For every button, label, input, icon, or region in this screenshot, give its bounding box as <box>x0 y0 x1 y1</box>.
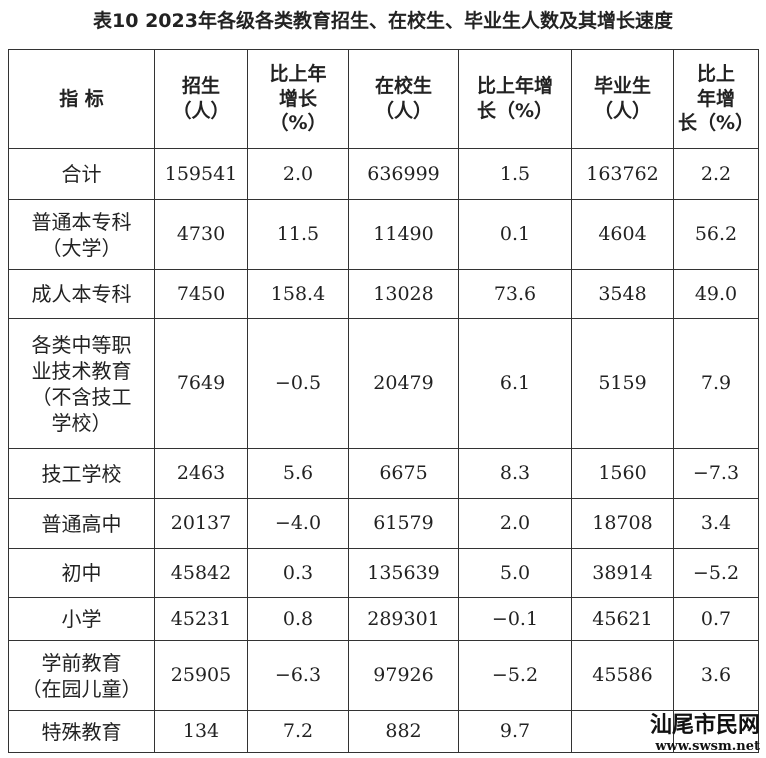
table-cell <box>673 710 759 753</box>
table-cell: −0.5 <box>247 318 349 449</box>
table-cell: 45231 <box>154 597 248 641</box>
table-cell: 20479 <box>348 318 459 449</box>
table-row: 普通高中 20137 −4.0 61579 2.0 18708 3.4 <box>8 498 759 549</box>
table-cell: 38914 <box>571 548 674 598</box>
table-cell: −4.0 <box>247 498 349 549</box>
table-cell: 11490 <box>348 199 459 270</box>
table-cell: 3548 <box>571 269 674 319</box>
watermark-name: 汕尾市民网 <box>649 712 760 738</box>
table-cell: 5159 <box>571 318 674 449</box>
header-cell: 在校生 （人） <box>348 49 459 149</box>
table-cell: −7.3 <box>673 448 759 499</box>
table-row: 特殊教育 134 7.2 882 9.7 <box>8 710 759 753</box>
header-cell: 比上年增 长（%） <box>458 49 572 149</box>
table-cell: −5.2 <box>458 640 572 711</box>
table-cell: 7649 <box>154 318 248 449</box>
row-label: 合计 <box>8 148 155 200</box>
table-cell: 3.6 <box>673 640 759 711</box>
watermark-url: www.swsm.net <box>655 739 760 754</box>
table-row: 技工学校 2463 5.6 6675 8.3 1560 −7.3 <box>8 448 759 499</box>
table-cell: −0.1 <box>458 597 572 641</box>
table-cell: 56.2 <box>673 199 759 270</box>
table-cell: 49.0 <box>673 269 759 319</box>
table-cell: 2.2 <box>673 148 759 200</box>
table-cell: 135639 <box>348 548 459 598</box>
table-cell: 163762 <box>571 148 674 200</box>
header-cell: 毕业生 （人） <box>571 49 674 149</box>
table-cell: 4604 <box>571 199 674 270</box>
table-cell: 25905 <box>154 640 248 711</box>
table-title: 表10 2023年各级各类教育招生、在校生、毕业生人数及其增长速度 <box>93 10 673 32</box>
table-row: 普通本专科 （大学） 4730 11.5 11490 0.1 4604 56.2 <box>8 199 759 270</box>
row-label: 学前教育 （在园儿童） <box>8 640 155 711</box>
table-row: 各类中等职 业技术教育 （不含技工 学校） 7649 −0.5 20479 6.1 515… <box>8 318 759 449</box>
table-cell: 1560 <box>571 448 674 499</box>
table-cell: 73.6 <box>458 269 572 319</box>
header-cell: 指 标 <box>8 49 155 149</box>
table-cell: 45842 <box>154 548 248 598</box>
row-label: 各类中等职 业技术教育 （不含技工 学校） <box>8 318 155 449</box>
table-row: 成人本专科 7450 158.4 13028 73.6 3548 49.0 <box>8 269 759 319</box>
table-cell: 45621 <box>571 597 674 641</box>
table-cell: 9.7 <box>458 710 572 753</box>
table-cell: 8.3 <box>458 448 572 499</box>
table-cell: 0.7 <box>673 597 759 641</box>
table-cell: 97926 <box>348 640 459 711</box>
table-cell: 13028 <box>348 269 459 319</box>
table-cell: 45586 <box>571 640 674 711</box>
table-cell: −6.3 <box>247 640 349 711</box>
table-cell: 134 <box>154 710 248 753</box>
table-cell: 882 <box>348 710 459 753</box>
table-cell: 18708 <box>571 498 674 549</box>
table-cell <box>571 710 674 753</box>
table-cell: 2.0 <box>458 498 572 549</box>
table-cell: 5.6 <box>247 448 349 499</box>
watermark: 汕尾市民网 www.swsm.net <box>650 707 760 754</box>
table-cell: 1.5 <box>458 148 572 200</box>
table-row: 合计 159541 2.0 636999 1.5 163762 2.2 <box>8 148 759 200</box>
header-cell: 比上年 增长 （%） <box>247 49 349 149</box>
row-label: 成人本专科 <box>8 269 155 319</box>
row-label: 初中 <box>8 548 155 598</box>
table-cell: 3.4 <box>673 498 759 549</box>
row-label: 普通本专科 （大学） <box>8 199 155 270</box>
table-cell: 6675 <box>348 448 459 499</box>
header-cell: 比上 年增 长（%） <box>673 49 759 149</box>
table-cell: 20137 <box>154 498 248 549</box>
table-row: 初中 45842 0.3 135639 5.0 38914 −5.2 <box>8 548 759 598</box>
table-cell: 0.3 <box>247 548 349 598</box>
table-row: 学前教育 （在园儿童） 25905 −6.3 97926 −5.2 45586 3.6 <box>8 640 759 711</box>
row-label: 小学 <box>8 597 155 641</box>
row-label: 特殊教育 <box>8 710 155 753</box>
table-cell: 159541 <box>154 148 248 200</box>
table-cell: 636999 <box>348 148 459 200</box>
table-cell: 7450 <box>154 269 248 319</box>
header-row: 指 标招生 （人） 比上年 增长 （%） 在校生 （人） 比上年增 长（%） 毕业生 （… <box>8 49 759 149</box>
row-label: 普通高中 <box>8 498 155 549</box>
header-cell: 招生 （人） <box>154 49 248 149</box>
table-cell: 2463 <box>154 448 248 499</box>
table-cell: 289301 <box>348 597 459 641</box>
table-cell: 6.1 <box>458 318 572 449</box>
table-cell: 7.9 <box>673 318 759 449</box>
table-cell: 4730 <box>154 199 248 270</box>
data-table: 指 标招生 （人） 比上年 增长 （%） 在校生 （人） 比上年增 长（%） 毕业生 （… <box>8 49 759 753</box>
table-cell: 0.8 <box>247 597 349 641</box>
table-cell: 11.5 <box>247 199 349 270</box>
table-cell: −5.2 <box>673 548 759 598</box>
table-cell: 7.2 <box>247 710 349 753</box>
table-cell: 61579 <box>348 498 459 549</box>
table-cell: 158.4 <box>247 269 349 319</box>
table-row: 小学 45231 0.8 289301 −0.1 45621 0.7 <box>8 597 759 641</box>
row-label: 技工学校 <box>8 448 155 499</box>
table-cell: 2.0 <box>247 148 349 200</box>
table-cell: 5.0 <box>458 548 572 598</box>
table-cell: 0.1 <box>458 199 572 270</box>
